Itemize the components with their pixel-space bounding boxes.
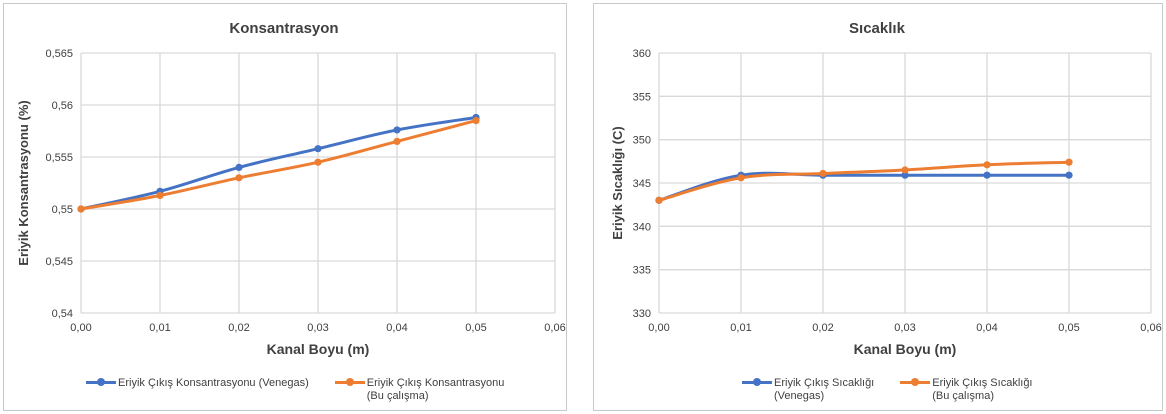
data-point-series-2 bbox=[901, 166, 909, 174]
data-point-series-1 bbox=[1065, 171, 1073, 179]
data-point-series-1 bbox=[983, 171, 991, 179]
y-axis-label: Eriyik Sıcaklığı (C) bbox=[610, 126, 625, 239]
legend-item-2: Eriyik Çıkış Konsantrasyonu (Bu çalışma) bbox=[334, 377, 505, 403]
data-point-series-2 bbox=[472, 117, 480, 125]
y-tick-label: 360 bbox=[633, 48, 651, 60]
y-tick-label: 0,55 bbox=[52, 204, 73, 216]
legend-label: Eriyik Çıkış Konsantrasyonu bbox=[366, 377, 505, 389]
x-tick-label: 0,03 bbox=[307, 322, 328, 334]
y-axis-label: Eriyik Konsantrasyonu (%) bbox=[16, 100, 31, 265]
y-tick-label: 330 bbox=[633, 308, 651, 320]
legend-label: Eriyik Çıkış Sıcaklığı bbox=[774, 377, 875, 389]
y-tick-label: 0,54 bbox=[52, 308, 73, 320]
legend-item-2: Eriyik Çıkış Sıcaklığı (Bu çalışma) bbox=[900, 377, 1033, 403]
data-point-series-1 bbox=[393, 126, 401, 134]
chart-konsantrasyon: Konsantrasyon 0,54 0,545 0,55 0,555 0,56 0,565… bbox=[16, 20, 566, 357]
data-point-series-2 bbox=[737, 174, 745, 182]
data-point-series-2 bbox=[655, 196, 663, 204]
x-tick-label: 0,06 bbox=[544, 322, 565, 334]
data-point-series-2 bbox=[819, 169, 827, 178]
y-tick-label: 355 bbox=[633, 91, 651, 103]
y-tick-label: 345 bbox=[633, 178, 651, 190]
x-tick-label: 0,03 bbox=[894, 322, 915, 334]
legend-label: Eriyik Çıkış Sıcaklığı bbox=[932, 377, 1033, 389]
data-point-series-2 bbox=[235, 174, 243, 182]
y-tick-label: 340 bbox=[633, 221, 651, 233]
data-point-series-1 bbox=[901, 171, 909, 179]
legend-marker bbox=[86, 377, 116, 387]
series-line-2 bbox=[658, 160, 1070, 202]
data-point-series-2 bbox=[156, 191, 164, 200]
y-tick-label: 335 bbox=[633, 265, 651, 277]
y-tick-label: 0,545 bbox=[45, 256, 73, 268]
legend: Eriyik Çıkış Sıcaklığı (Venegas) Eriyik Çı… bbox=[742, 377, 1033, 403]
x-tick-label: 0,04 bbox=[386, 322, 407, 334]
x-tick-label: 0,04 bbox=[976, 322, 997, 334]
x-tick-label: 0,00 bbox=[70, 322, 91, 334]
chart-sicaklik: Sıcaklık 330 335 340 345 350 355 360 0,00 0,01 0,0… bbox=[610, 20, 1162, 357]
legend-label: (Venegas) bbox=[774, 390, 825, 402]
x-tick-label: 0,05 bbox=[1058, 322, 1079, 334]
legend-label: Eriyik Çıkış Konsantrasyonu (Venegas) bbox=[118, 377, 309, 389]
series-line-1 bbox=[80, 115, 477, 211]
data-point-series-2 bbox=[393, 137, 401, 145]
legend-item-1: Eriyik Çıkış Sıcaklığı (Venegas) bbox=[742, 377, 874, 403]
x-tick-label: 0,01 bbox=[149, 322, 170, 334]
legend-item-1: Eriyik Çıkış Konsantrasyonu (Venegas) bbox=[86, 377, 309, 403]
data-point-series-1 bbox=[314, 145, 322, 153]
chart-title: Konsantrasyon bbox=[229, 20, 338, 37]
legend: Eriyik Çıkış Konsantrasyonu (Venegas) Eri… bbox=[86, 377, 504, 403]
data-point-series-2 bbox=[1065, 158, 1073, 166]
x-axis-label: Kanal Boyu (m) bbox=[854, 341, 957, 357]
chart-panel-konsantrasyon: Konsantrasyon 0,54 0,545 0,55 0,555 0,56 0,565… bbox=[3, 3, 567, 411]
x-tick-label: 0,05 bbox=[465, 322, 486, 334]
legend-marker bbox=[742, 377, 772, 387]
data-point-series-2 bbox=[77, 205, 85, 213]
chart-panel-sicaklik: Sıcaklık 330 335 340 345 350 355 360 0,00 0,01 0,0… bbox=[593, 3, 1163, 411]
data-point-series-2 bbox=[314, 158, 322, 166]
legend-marker bbox=[900, 377, 931, 387]
legend-label: (Bu çalışma) bbox=[932, 390, 994, 402]
data-point-series-1 bbox=[235, 163, 243, 171]
legend-label: (Bu çalışma) bbox=[366, 390, 429, 402]
y-tick-label: 0,56 bbox=[52, 100, 73, 112]
chart-title: Sıcaklık bbox=[849, 20, 906, 37]
x-axis-label: Kanal Boyu (m) bbox=[267, 341, 370, 357]
x-tick-label: 0,02 bbox=[228, 322, 249, 334]
legend-marker bbox=[334, 377, 365, 387]
x-tick-label: 0,01 bbox=[730, 322, 751, 334]
series-line-2 bbox=[80, 119, 477, 211]
data-point-series-2 bbox=[983, 161, 991, 169]
x-tick-label: 0,02 bbox=[812, 322, 833, 334]
x-tick-label: 0,00 bbox=[648, 322, 669, 334]
y-tick-label: 0,565 bbox=[45, 48, 73, 60]
y-tick-label: 350 bbox=[633, 135, 651, 147]
series-line-1 bbox=[658, 171, 1069, 202]
x-tick-label: 0,06 bbox=[1140, 322, 1161, 334]
y-tick-label: 0,555 bbox=[45, 152, 73, 164]
